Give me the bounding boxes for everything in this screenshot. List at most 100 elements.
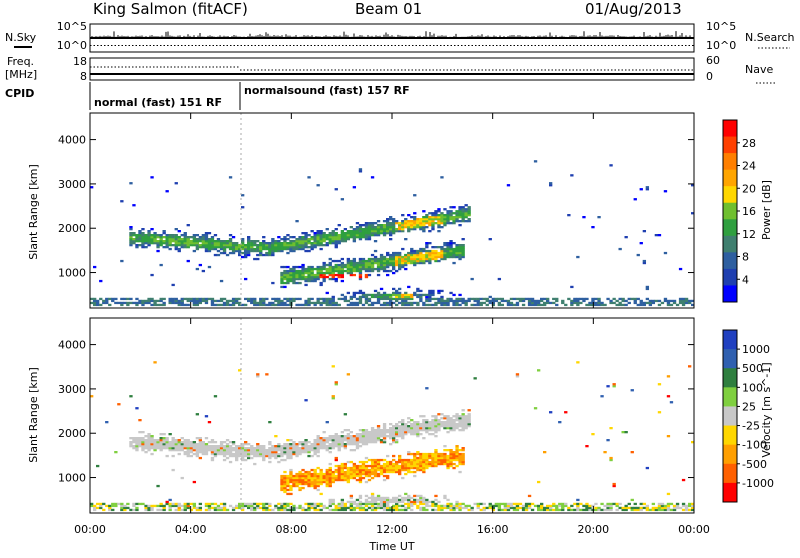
heatmap-cell	[533, 160, 538, 163]
heatmap-cell	[373, 502, 378, 506]
heatmap-cell	[452, 212, 456, 215]
heatmap-cell	[295, 472, 299, 476]
heatmap-cell	[111, 299, 115, 303]
heatmap-cell	[642, 230, 647, 233]
heatmap-cell	[177, 508, 181, 512]
heatmap-cell	[425, 253, 429, 257]
heatmap-cell	[657, 506, 662, 510]
heatmap-cell	[561, 301, 565, 305]
heatmap-cell	[455, 452, 459, 456]
heatmap-cell	[663, 506, 668, 510]
heatmap-cell	[431, 297, 435, 301]
heatmap-cell	[370, 476, 375, 480]
heatmap-cell	[488, 504, 492, 508]
heatmap-cell	[636, 303, 640, 307]
heatmap-cell	[355, 222, 360, 225]
heatmap-cell	[162, 240, 166, 243]
heatmap-cell	[443, 425, 447, 428]
heatmap-cell	[195, 299, 200, 303]
heatmap-cell	[561, 506, 565, 510]
heatmap-cell	[407, 293, 411, 297]
heatmap-cell	[364, 460, 369, 464]
heatmap-cell	[280, 244, 284, 247]
heatmap-cell	[259, 301, 263, 305]
heatmap-cell	[452, 452, 456, 456]
heatmap-cell	[346, 236, 351, 239]
heatmap-cell	[373, 228, 378, 231]
heatmap-cell	[319, 283, 323, 287]
heatmap-cell	[373, 472, 378, 476]
heatmap-cell	[455, 445, 459, 448]
heatmap-cell	[355, 437, 360, 440]
heatmap-cell	[144, 236, 148, 239]
heatmap-cell	[443, 257, 447, 261]
heatmap-cell	[183, 504, 187, 508]
heatmap-cell	[358, 437, 363, 440]
heatmap-cell	[319, 303, 323, 307]
heatmap-cell	[540, 502, 544, 506]
heatmap-cell	[443, 445, 447, 448]
heatmap-cell	[162, 504, 166, 508]
heatmap-cell	[286, 303, 290, 307]
heatmap-cell	[446, 498, 450, 502]
heatmap-cell	[198, 456, 203, 460]
heatmap-cell	[207, 249, 212, 253]
heatmap-cell	[609, 458, 613, 462]
heatmap-cell	[174, 449, 178, 452]
heatmap-cell	[141, 439, 145, 442]
heatmap-cell	[289, 297, 293, 301]
heatmap-cell	[452, 220, 456, 223]
heatmap-cell	[340, 508, 345, 512]
heatmap-cell	[271, 449, 275, 452]
heatmap-cell	[343, 435, 348, 438]
heatmap-cell	[361, 263, 366, 267]
heatmap-cell	[298, 246, 302, 249]
heatmap-cell	[295, 277, 299, 281]
heatmap-cell	[621, 506, 625, 510]
heatmap-cell	[425, 255, 429, 259]
heatmap-cell	[319, 476, 323, 480]
heatmap-cell	[386, 218, 390, 221]
heatmap-cell	[334, 381, 338, 384]
heatmap-cell	[250, 502, 254, 506]
heatmap-cell	[235, 249, 239, 253]
heatmap-cell	[325, 236, 329, 239]
heatmap-cell	[222, 504, 227, 508]
heatmap-cell	[537, 369, 541, 372]
heatmap-cell	[247, 454, 251, 458]
heatmap-cell	[141, 234, 145, 237]
heatmap-cell	[660, 506, 665, 510]
heatmap-cell	[280, 458, 284, 462]
heatmap-cell	[138, 299, 142, 303]
heatmap-cell	[458, 216, 462, 219]
heatmap-cell	[422, 498, 426, 502]
heatmap-cell	[337, 502, 341, 506]
heatmap-cell	[153, 234, 157, 237]
heatmap-cell	[244, 443, 248, 446]
heatmap-cell	[192, 506, 197, 510]
heatmap-cell	[434, 255, 438, 259]
heatmap-cell	[295, 452, 299, 456]
heatmap-cell	[228, 451, 233, 454]
heatmap-cell	[346, 437, 351, 440]
heatmap-cell	[440, 456, 444, 460]
heatmap-cell	[222, 246, 227, 249]
heatmap-cell	[361, 236, 366, 239]
heatmap-cell	[346, 257, 351, 261]
heatmap-cell	[301, 480, 305, 484]
heatmap-cell	[376, 472, 381, 476]
heatmap-cell	[410, 297, 414, 301]
heatmap-cell	[331, 474, 335, 478]
heatmap-cell	[518, 502, 523, 506]
heatmap-cell	[419, 220, 423, 223]
heatmap-cell	[117, 502, 121, 506]
heatmap-cell	[316, 230, 320, 233]
heatmap-cell	[422, 423, 426, 426]
heatmap-cell	[515, 506, 520, 510]
heatmap-cell	[389, 297, 393, 301]
heatmap-cell	[464, 506, 468, 510]
heatmap-cell	[247, 299, 251, 303]
heatmap-cell	[382, 431, 387, 434]
heatmap-cell	[337, 468, 341, 472]
heatmap-cell	[177, 303, 181, 307]
